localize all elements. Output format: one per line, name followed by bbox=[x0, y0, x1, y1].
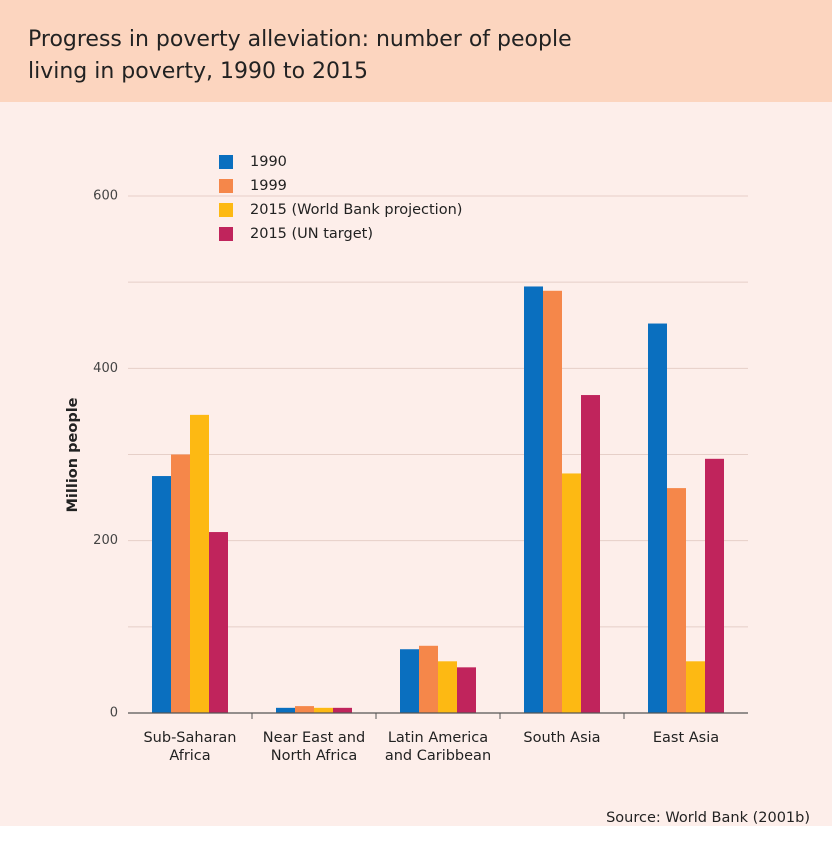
y-tick-label: 200 bbox=[93, 533, 118, 548]
y-tick-label: 400 bbox=[93, 361, 118, 376]
legend-label: 2015 (World Bank projection) bbox=[250, 202, 462, 218]
y-axis-label: Million people bbox=[65, 397, 81, 512]
bar bbox=[457, 667, 476, 713]
y-tick-label: 600 bbox=[93, 189, 118, 204]
legend-swatch bbox=[219, 203, 233, 217]
x-tick-label-line: Latin America bbox=[388, 730, 488, 746]
source: Source: World Bank (2001b) bbox=[606, 810, 810, 826]
bar bbox=[686, 661, 705, 713]
legend-swatch bbox=[219, 179, 233, 193]
x-tick-label-line: North Africa bbox=[271, 748, 358, 764]
chart-title: Progress in poverty alleviation: number … bbox=[28, 27, 572, 84]
bar bbox=[314, 707, 333, 713]
x-tick-label-line: South Asia bbox=[523, 730, 600, 746]
bar bbox=[524, 286, 543, 713]
bar bbox=[190, 414, 209, 713]
x-tick-label-line: and Caribbean bbox=[385, 748, 491, 764]
bar bbox=[438, 661, 457, 713]
bar bbox=[419, 645, 438, 713]
bar bbox=[152, 476, 171, 713]
bar bbox=[562, 473, 581, 713]
x-tick-label: Latin America and Caribbean bbox=[385, 730, 491, 764]
bar bbox=[705, 458, 724, 713]
x-tick-label-line: Near East and bbox=[263, 730, 365, 746]
bar bbox=[333, 707, 352, 713]
x-tick-label: Sub-Saharan Africa bbox=[143, 730, 236, 764]
bar bbox=[276, 707, 295, 713]
bar bbox=[400, 649, 419, 713]
y-tick-label: 0 bbox=[110, 706, 118, 721]
legend-swatch bbox=[219, 155, 233, 169]
x-tick-label: East Asia bbox=[653, 730, 719, 746]
bar bbox=[667, 488, 686, 713]
x-tick-label: South Asia bbox=[523, 730, 600, 746]
bar bbox=[171, 454, 190, 713]
x-tick-label: Near East and North Africa bbox=[263, 730, 365, 764]
bar bbox=[209, 532, 228, 713]
x-tick-label-line: Africa bbox=[169, 748, 210, 764]
legend-label: 1999 bbox=[250, 178, 287, 194]
legend-label: 2015 (UN target) bbox=[250, 226, 373, 242]
bar bbox=[648, 323, 667, 713]
legend-label: 1990 bbox=[250, 154, 287, 170]
x-tick-label-line: East Asia bbox=[653, 730, 719, 746]
bar bbox=[543, 290, 562, 713]
x-tick-label-line: Sub-Saharan bbox=[143, 730, 236, 746]
header-bg bbox=[0, 0, 832, 102]
bar bbox=[581, 395, 600, 713]
legend-swatch bbox=[219, 227, 233, 241]
bar bbox=[295, 706, 314, 713]
